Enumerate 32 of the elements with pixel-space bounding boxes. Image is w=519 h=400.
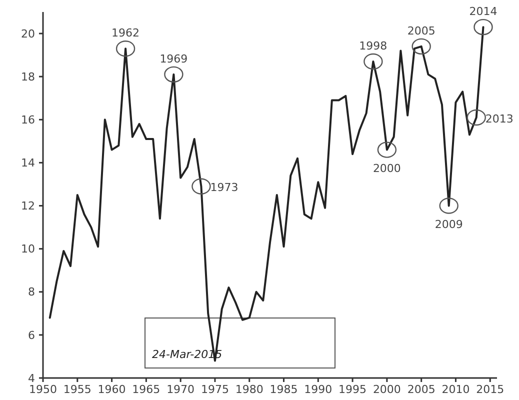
annotation: 1962 bbox=[112, 26, 140, 40]
annotation: 1998 bbox=[359, 40, 388, 53]
y-tick-label: 14 bbox=[21, 156, 35, 170]
x-tick-label: 2005 bbox=[407, 383, 436, 396]
x-tick-label: 1975 bbox=[200, 383, 229, 396]
x-tick-label: 2000 bbox=[372, 383, 401, 396]
annotation: 1973 bbox=[210, 181, 238, 194]
x-tick-label: 2010 bbox=[442, 383, 470, 396]
x-tick-label: 1985 bbox=[270, 383, 298, 396]
y-tick-label: 20 bbox=[21, 27, 35, 40]
x-tick-label: 1950 bbox=[29, 383, 57, 396]
x-tick-label: 1990 bbox=[304, 383, 332, 396]
x-tick-label: 2015 bbox=[476, 383, 504, 396]
annotation: 2005 bbox=[407, 24, 436, 38]
y-tick-label: 18 bbox=[21, 70, 35, 84]
annotation: 1969 bbox=[160, 52, 188, 66]
x-tick-label: 1965 bbox=[132, 383, 160, 396]
y-tick-label: 6 bbox=[28, 328, 35, 342]
y-tick-label: 12 bbox=[21, 200, 35, 213]
x-tick-label: 1955 bbox=[63, 383, 92, 396]
annotation: 2009 bbox=[434, 218, 463, 231]
y-tick-label: 8 bbox=[28, 286, 35, 299]
annotation: 2014 bbox=[469, 5, 498, 18]
y-tick-label: 10 bbox=[21, 242, 35, 256]
y-tick-label: 4 bbox=[28, 372, 35, 385]
y-tick-label: 16 bbox=[21, 113, 35, 126]
x-tick-label: 1970 bbox=[166, 383, 195, 396]
x-tick-label: 1960 bbox=[98, 383, 126, 396]
annotation: 2000 bbox=[372, 162, 401, 175]
x-tick-label: 1995 bbox=[338, 383, 367, 396]
annotation: 2013 bbox=[485, 112, 514, 126]
x-tick-label: 1980 bbox=[235, 383, 264, 396]
